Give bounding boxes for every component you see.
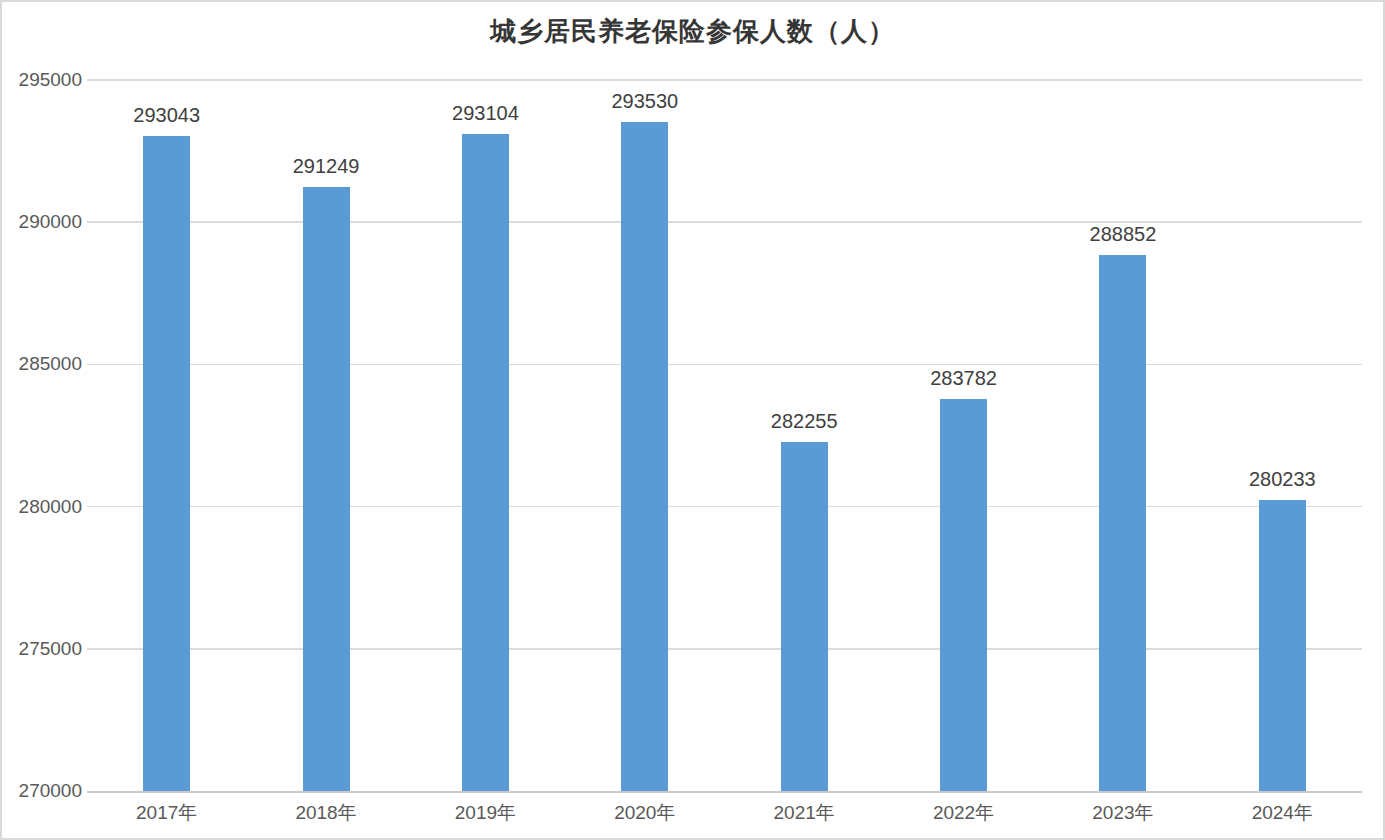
category-label: 2021年 <box>734 802 874 824</box>
bar <box>462 134 509 791</box>
gridline <box>87 648 1362 650</box>
y-tick-label: 270000 <box>12 780 82 802</box>
gridline <box>87 506 1362 508</box>
bar <box>1259 500 1306 791</box>
chart: 城乡居民养老保险参保人数（人） 295000 290000 285000 280000… <box>0 0 1385 840</box>
category-label: 2018年 <box>256 802 396 824</box>
y-tick-label: 290000 <box>12 211 82 233</box>
category-label: 2023年 <box>1053 802 1193 824</box>
gridline <box>87 79 1362 81</box>
bar <box>1099 255 1146 791</box>
bar <box>303 187 350 791</box>
x-axis-line <box>87 791 1362 793</box>
bar-value-label: 283782 <box>904 366 1024 390</box>
bar <box>781 442 828 791</box>
bar-value-label: 282255 <box>744 409 864 433</box>
bar-value-label: 280233 <box>1222 467 1342 491</box>
bar-value-label: 291249 <box>266 154 386 178</box>
bar-value-label: 288852 <box>1063 222 1183 246</box>
category-label: 2017年 <box>97 802 237 824</box>
y-tick-label: 280000 <box>12 496 82 518</box>
category-label: 2022年 <box>894 802 1034 824</box>
category-label: 2024年 <box>1212 802 1352 824</box>
bar <box>143 136 190 791</box>
y-tick-label: 295000 <box>12 69 82 91</box>
category-label: 2020年 <box>575 802 715 824</box>
gridline <box>87 364 1362 366</box>
bar <box>621 122 668 791</box>
bar-value-label: 293104 <box>425 101 545 125</box>
bar-value-label: 293043 <box>107 103 227 127</box>
bar <box>940 399 987 791</box>
y-tick-label: 275000 <box>12 638 82 660</box>
category-label: 2019年 <box>415 802 555 824</box>
chart-title: 城乡居民养老保险参保人数（人） <box>2 14 1383 49</box>
y-tick-label: 285000 <box>12 353 82 375</box>
bar-value-label: 293530 <box>585 89 705 113</box>
